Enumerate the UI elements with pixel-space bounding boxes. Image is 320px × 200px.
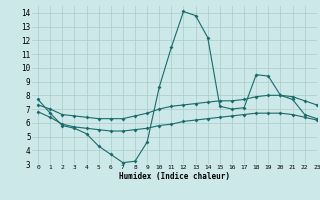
X-axis label: Humidex (Indice chaleur): Humidex (Indice chaleur) [119,172,230,181]
